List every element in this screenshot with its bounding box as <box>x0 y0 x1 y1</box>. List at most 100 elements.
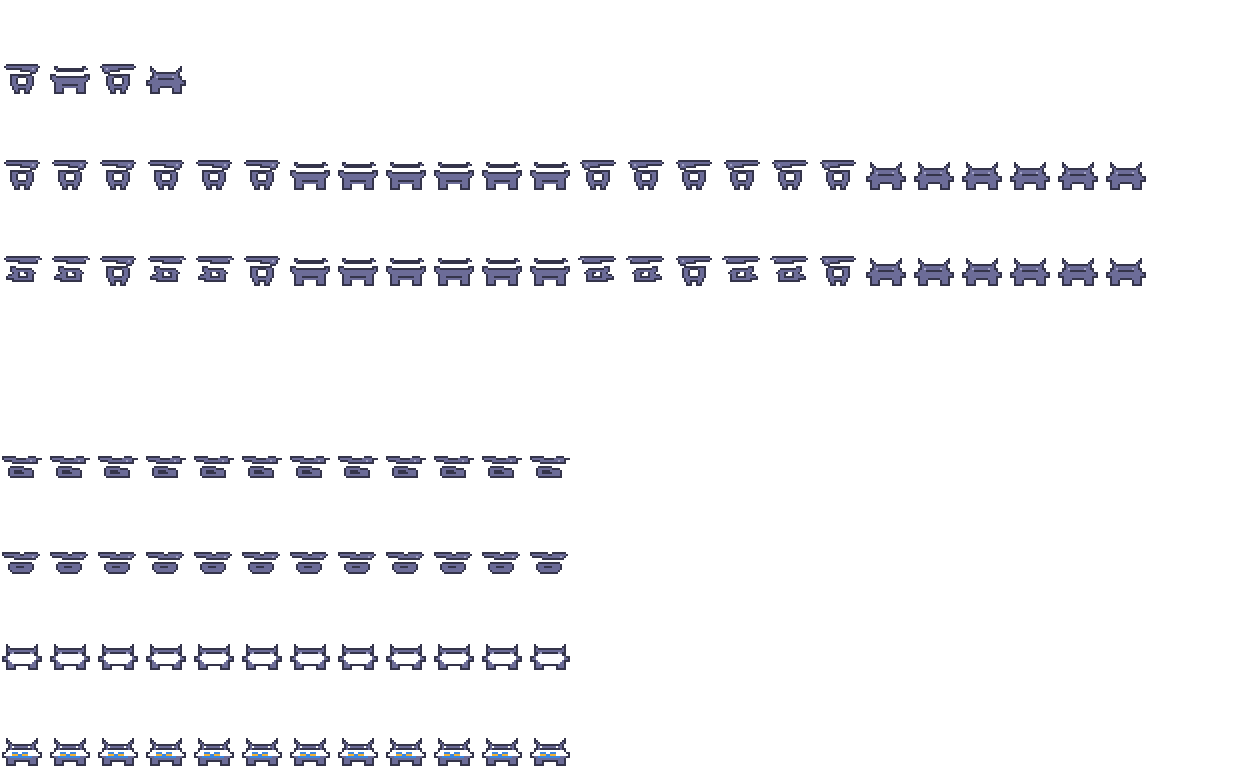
sprite-frame-side-low <box>0 432 48 480</box>
sprite-frame-front <box>336 144 384 192</box>
sprite-frame-horned-white <box>288 624 336 672</box>
sprite-frame-horned-white <box>528 624 576 672</box>
sprite-frame-horned-white <box>48 624 96 672</box>
sprite-frame-horned-striped <box>240 720 288 768</box>
sprite-horned-icon <box>866 258 906 286</box>
sprite-frame-head <box>0 528 48 576</box>
sprite-front-icon <box>434 162 474 190</box>
sprite-side-attack-flip-icon <box>770 256 808 282</box>
sprite-side-low-icon <box>98 456 138 478</box>
sprite-frame-front <box>432 144 480 192</box>
sprite-horned-white-icon <box>242 644 282 670</box>
sprite-horned-icon <box>146 66 186 94</box>
sprite-head-icon <box>338 552 376 574</box>
sprite-horned-white-icon <box>98 644 138 670</box>
sprite-frame-horned <box>1104 240 1152 288</box>
sprite-frame-head <box>384 528 432 576</box>
sprite-front-icon <box>530 162 570 190</box>
sprite-horned-white-icon <box>482 644 522 670</box>
sprite-horned-striped-icon <box>98 738 138 766</box>
sprite-frame-horned-striped <box>336 720 384 768</box>
sprite-frame-horned-striped <box>480 720 528 768</box>
sprite-frame-side-attack <box>144 240 192 288</box>
sprite-frame-side <box>144 144 192 192</box>
sprite-side-attack-icon <box>52 256 90 282</box>
sprite-side-icon <box>244 256 280 286</box>
sprite-frame-front <box>336 240 384 288</box>
sprite-front-icon <box>290 258 330 286</box>
sprite-side-attack-icon <box>4 256 42 282</box>
sprite-frame-side <box>0 48 48 96</box>
sprite-side-attack-flip-icon <box>722 256 760 282</box>
sprite-frame-side-attack <box>0 240 48 288</box>
sprite-side-low-icon <box>50 456 90 478</box>
sprite-frame-head <box>528 528 576 576</box>
sprite-front-icon <box>386 258 426 286</box>
sprite-side-flip-icon <box>820 256 856 286</box>
sprite-horned-icon <box>1106 258 1146 286</box>
sprite-frame-horned <box>144 48 192 96</box>
sprite-front-icon <box>482 258 522 286</box>
sprite-frame-horned-white <box>240 624 288 672</box>
sprite-frame-front <box>480 144 528 192</box>
sprite-side-attack-icon <box>148 256 186 282</box>
sprite-horned-icon <box>1058 258 1098 286</box>
sprite-side-flip-icon <box>724 160 760 190</box>
sprite-side-low-icon <box>194 456 234 478</box>
sprite-frame-horned <box>864 144 912 192</box>
sprite-frame-side-attack <box>48 240 96 288</box>
sprite-frame-side-low <box>48 432 96 480</box>
sprite-frame-side-flip <box>672 144 720 192</box>
sprite-frame-front <box>480 240 528 288</box>
sprite-side-flip-icon <box>772 160 808 190</box>
sprite-head-icon <box>242 552 280 574</box>
sprite-horned-icon <box>1010 258 1050 286</box>
sprite-frame-horned-white <box>480 624 528 672</box>
sprite-horned-striped-icon <box>530 738 570 766</box>
sprite-side-low-icon <box>434 456 474 478</box>
sprite-frame-horned-striped <box>384 720 432 768</box>
sprite-frame-front <box>528 240 576 288</box>
sprite-head-icon <box>530 552 568 574</box>
sprite-front-icon <box>50 66 90 94</box>
sprite-frame-front <box>48 48 96 96</box>
sprite-frame-horned-striped <box>432 720 480 768</box>
sprite-horned-icon <box>962 258 1002 286</box>
sprite-horned-icon <box>866 162 906 190</box>
sprite-frame-head <box>96 528 144 576</box>
sprite-frame-front <box>384 144 432 192</box>
sprite-side-low-icon <box>290 456 330 478</box>
sprite-side-low-icon <box>482 456 522 478</box>
sprite-side-icon <box>100 160 136 190</box>
sprite-frame-side-low <box>480 432 528 480</box>
sprite-frame-horned <box>960 144 1008 192</box>
sprite-frame-horned-striped <box>144 720 192 768</box>
sprite-horned-striped-icon <box>386 738 426 766</box>
sprite-frame-horned-striped <box>48 720 96 768</box>
sprite-head-icon <box>146 552 184 574</box>
sprite-frame-head <box>144 528 192 576</box>
sprite-frame-side-flip <box>768 144 816 192</box>
sprite-frame-head <box>240 528 288 576</box>
sprite-side-attack-flip-icon <box>626 256 664 282</box>
sprite-horned-striped-icon <box>338 738 378 766</box>
sprite-side-low-icon <box>386 456 426 478</box>
sprite-frame-horned <box>1008 240 1056 288</box>
sprite-frame-head <box>288 528 336 576</box>
sprite-head-icon <box>194 552 232 574</box>
sprite-frame-side <box>0 144 48 192</box>
sprite-frame-side-attack <box>192 240 240 288</box>
sprite-frame-side-low <box>240 432 288 480</box>
sprite-frame-side-flip <box>672 240 720 288</box>
sprite-horned-white-icon <box>530 644 570 670</box>
sprite-frame-side-low <box>288 432 336 480</box>
sprite-horned-striped-icon <box>2 738 42 766</box>
sprite-head-icon <box>290 552 328 574</box>
sprite-frame-horned-white <box>384 624 432 672</box>
sprite-frame-head <box>336 528 384 576</box>
sprite-frame-horned <box>912 240 960 288</box>
sprite-frame-side-low <box>336 432 384 480</box>
sprite-frame-front <box>432 240 480 288</box>
sprite-side-flip-icon <box>676 256 712 286</box>
